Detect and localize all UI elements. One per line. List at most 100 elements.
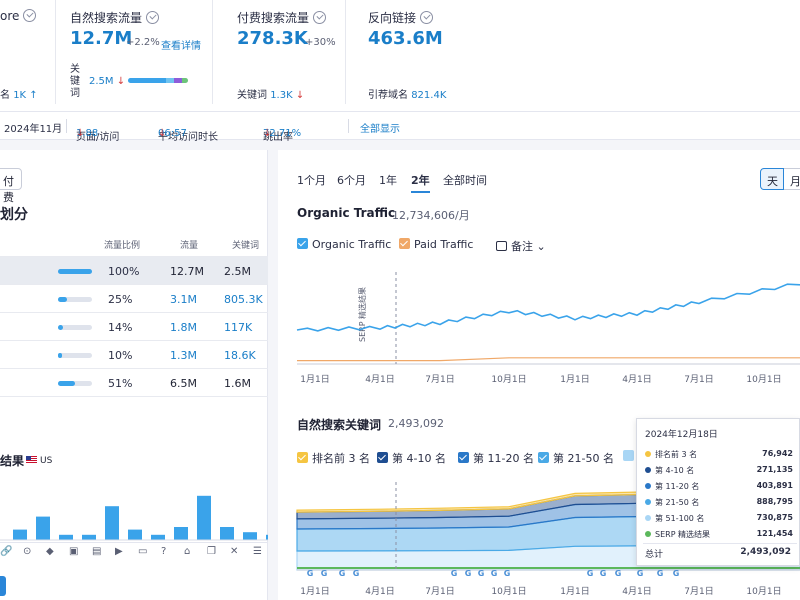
keywords-value[interactable]: 117K (224, 321, 253, 334)
organic-traffic-line[interactable] (296, 283, 800, 332)
serp-bar[interactable] (151, 534, 165, 540)
tab-range[interactable]: 6个月 (337, 174, 366, 187)
traffic-value[interactable]: 3.1M (170, 293, 197, 306)
notes-dropdown[interactable]: 备注 ⌄ (496, 238, 546, 254)
tab-range[interactable]: 2年 (411, 172, 430, 193)
serp-bar[interactable] (105, 506, 119, 540)
list-icon[interactable]: ☰ (253, 546, 262, 557)
chevron-circle-icon[interactable] (313, 11, 327, 24)
checkbox-icon[interactable] (377, 452, 388, 463)
metric-value[interactable]: 463.6M (368, 28, 443, 49)
google-update-marker[interactable]: G (600, 569, 607, 578)
keywords-legend-item[interactable]: 第 11-20 名 (458, 450, 534, 466)
diamond-icon[interactable]: ◆ (46, 546, 54, 557)
link-icon[interactable]: 🔗 (0, 546, 13, 557)
share-value: 100% (108, 265, 140, 278)
serp-bar[interactable] (220, 527, 234, 540)
metric-sub-value[interactable]: 1K (13, 90, 27, 101)
tooltip-date: 2024年12月18日 (645, 430, 718, 440)
checkbox-icon[interactable] (297, 452, 308, 463)
traffic-chart-value: 12,734,606/月 (392, 209, 470, 222)
show-all-link[interactable]: 全部显示 (360, 124, 400, 135)
question-icon[interactable]: ? (161, 546, 167, 557)
google-update-marker[interactable]: G (657, 569, 664, 578)
google-update-marker[interactable]: G (637, 569, 644, 578)
granularity-day[interactable]: 天 (760, 168, 784, 190)
keywords-value[interactable]: 805.3K (224, 293, 263, 306)
checkbox-icon[interactable] (297, 238, 308, 249)
google-update-marker[interactable]: G (307, 569, 314, 578)
serp-bar[interactable] (197, 495, 211, 540)
google-update-marker[interactable]: G (673, 569, 680, 578)
serp-bar[interactable] (36, 516, 50, 540)
metric-backlinks: 反向链接 463.6M 引荐域名 821.4K (346, 0, 800, 104)
pin-icon[interactable]: ⊙ (23, 546, 32, 557)
metric-title: ore (0, 9, 20, 23)
keywords-legend-item[interactable]: 第 4-10 名 (377, 450, 446, 466)
table-row[interactable]: 25% 3.1M 805.3K (0, 284, 268, 312)
serp-bar[interactable] (82, 534, 96, 540)
serp-bar[interactable] (243, 532, 257, 540)
chevron-circle-icon[interactable] (23, 9, 37, 22)
chevron-circle-icon[interactable] (146, 11, 160, 24)
google-update-marker[interactable]: G (491, 569, 498, 578)
gallery-icon[interactable]: ▤ (92, 546, 102, 557)
chevron-circle-icon[interactable] (420, 11, 434, 24)
traffic-value[interactable]: 1.8M (170, 321, 197, 334)
table-row[interactable]: 51% 6.5M 1.6M (0, 368, 268, 396)
google-update-marker[interactable]: G (615, 569, 622, 578)
checkbox-icon[interactable] (623, 450, 634, 461)
traffic-value[interactable]: 1.3M (170, 349, 197, 362)
paid-traffic-line[interactable] (297, 357, 800, 362)
google-update-marker[interactable]: G (478, 569, 485, 578)
graduation-icon[interactable]: ⌂ (184, 546, 191, 557)
tooltip-row: 排名前 3 名 76,942 (643, 447, 797, 461)
metric-kw-value[interactable]: 2.5M (89, 76, 114, 87)
table-row[interactable]: 10% 1.3M 18.6K (0, 340, 268, 368)
metric-sub-value[interactable]: 1.3K (270, 90, 293, 101)
x-icon[interactable]: ✕ (230, 546, 239, 557)
checkbox-icon[interactable] (399, 238, 410, 249)
serp-bar[interactable] (128, 529, 142, 540)
comment-icon[interactable]: ▭ (138, 546, 148, 557)
cards-icon[interactable]: ❐ (207, 546, 216, 557)
google-update-marker[interactable]: G (321, 569, 328, 578)
checkbox-icon[interactable] (538, 452, 549, 463)
google-update-marker[interactable]: G (465, 569, 472, 578)
tab-range[interactable]: 1个月 (297, 174, 326, 187)
serp-bar[interactable] (59, 534, 73, 540)
granularity-month[interactable]: 月 (784, 168, 800, 190)
google-update-marker[interactable]: G (353, 569, 360, 578)
table-row[interactable]: 14% 1.8M 117K (0, 312, 268, 340)
legend-organic[interactable]: Organic Traffic (297, 238, 391, 251)
image-icon[interactable]: ▣ (69, 546, 79, 557)
checkbox-icon[interactable] (458, 452, 469, 463)
metric-sub-value[interactable]: 821.4K (411, 90, 447, 101)
google-update-marker[interactable]: G (587, 569, 594, 578)
keywords-value[interactable]: 18.6K (224, 349, 256, 362)
paid-toggle-button[interactable]: 付费 (0, 168, 22, 204)
metric-value[interactable]: 278.3K (237, 28, 308, 49)
serp-bar[interactable] (174, 527, 188, 540)
video-icon[interactable]: ▶ (115, 546, 123, 557)
serp-bar[interactable] (266, 534, 268, 540)
keywords-legend-item[interactable]: 第 21-50 名 (538, 450, 614, 466)
table-row[interactable]: 100% 12.7M 2.5M (0, 256, 268, 284)
tab-range[interactable]: 全部时间 (443, 174, 487, 187)
serp-bar[interactable] (13, 529, 27, 540)
keywords-legend-item[interactable]: 排名前 3 名 (297, 450, 370, 466)
legend-paid[interactable]: Paid Traffic (399, 238, 473, 251)
keywords-area-layer[interactable] (296, 489, 800, 513)
col-header-keywords: 关键词 (232, 241, 260, 251)
tooltip-label: 排名前 3 名 (655, 450, 698, 459)
google-update-marker[interactable]: G (504, 569, 511, 578)
tooltip-value: 730,875 (756, 513, 793, 522)
x-tick-label: 10月1日 (746, 374, 781, 385)
tab-range[interactable]: 1年 (379, 174, 397, 187)
blue-action-button[interactable] (0, 576, 6, 596)
view-details-link[interactable]: 查看详情 (161, 41, 201, 52)
metric-title: 反向链接 (368, 11, 417, 25)
metric-value[interactable]: 12.7M (70, 28, 133, 49)
google-update-marker[interactable]: G (451, 569, 458, 578)
google-update-marker[interactable]: G (339, 569, 346, 578)
